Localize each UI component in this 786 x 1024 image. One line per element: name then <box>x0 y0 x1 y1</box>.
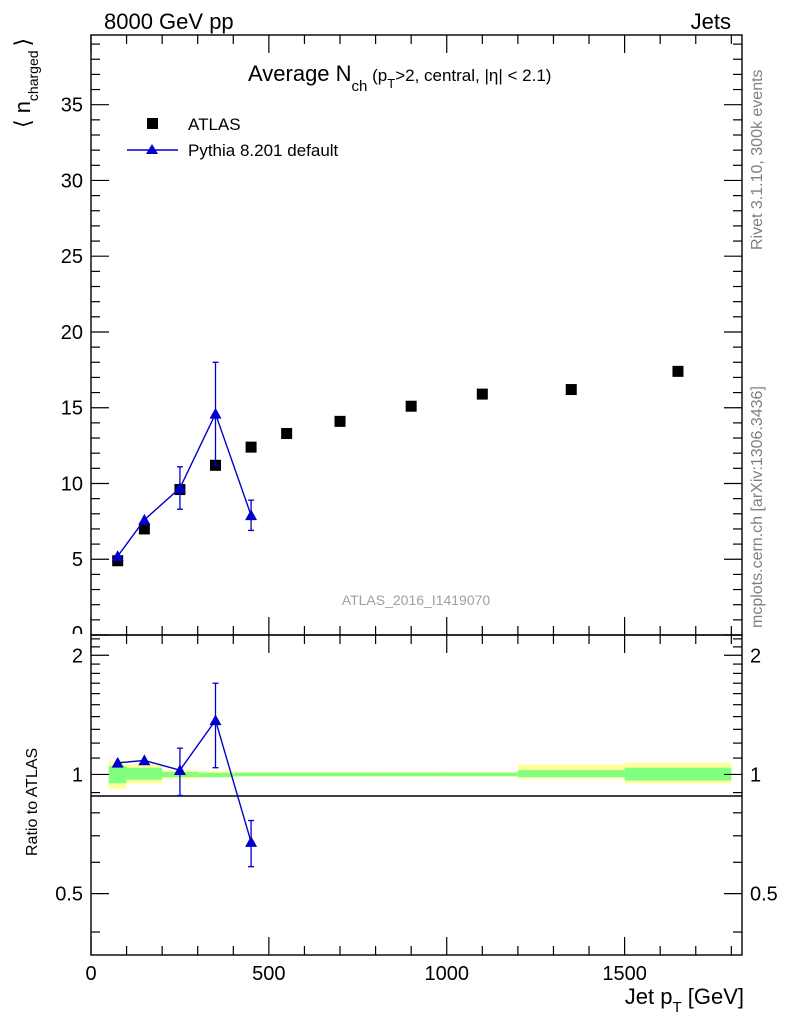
ratio-band-inner <box>268 772 305 777</box>
ratio-band-inner <box>108 766 127 784</box>
ratio-band-inner <box>375 772 447 777</box>
header-right: Jets <box>691 9 731 34</box>
title-sub-t: T <box>387 76 395 91</box>
title-sub-ch: ch <box>352 78 368 95</box>
atlas-point <box>281 427 293 439</box>
x-label-sub: T <box>672 999 681 1016</box>
ratio-y-tick-label: 1 <box>72 764 83 786</box>
x-tick-label: 1500 <box>602 963 647 985</box>
y-tick-label: 10 <box>61 473 83 495</box>
y-axis-label: ⟨ ncharged ⟩ <box>10 38 41 128</box>
ratio-pythia-point <box>209 714 222 726</box>
atlas-point <box>565 384 577 396</box>
ratio-band-inner <box>517 770 625 778</box>
ratio-pythia-point <box>138 754 151 766</box>
y-tick-label: 30 <box>61 170 83 192</box>
side-label-rivet: Rivet 3.1.10, 300k events <box>749 69 766 250</box>
header-left: 8000 GeV pp <box>104 9 234 34</box>
ratio-pythia-series <box>111 682 258 868</box>
x-tick-label: 0 <box>85 963 96 985</box>
ratio-pythia-point <box>245 836 258 847</box>
plot-title: Average Nch (pT>2, central, |η| < 2.1) <box>248 61 551 95</box>
title-detail-open: (p <box>367 66 387 85</box>
ratio-band-inner <box>446 772 518 777</box>
legend-atlas-marker <box>147 118 158 129</box>
analysis-watermark: ATLAS_2016_I1419070 <box>342 592 491 608</box>
y-label-sub: charged <box>25 50 41 101</box>
pythia-point <box>245 509 258 521</box>
legend-pythia-label: Pythia 8.201 default <box>188 141 339 160</box>
pythia-point <box>111 550 124 562</box>
pythia-point <box>209 407 222 419</box>
side-label-mcplots: mcplots.cern.ch [arXiv:1306.3436] <box>749 386 766 628</box>
legend: ATLAS Pythia 8.201 default <box>127 115 339 160</box>
atlas-point <box>476 388 488 400</box>
pythia-series <box>111 361 258 562</box>
ratio-band-inner <box>126 767 163 780</box>
legend-pythia-marker <box>146 144 158 154</box>
ratio-axis-ticks: 0.5 0.5 1 1 2 2 0 500 1000 1500 <box>55 635 778 985</box>
y-tick-label-zero: 0 <box>72 623 83 645</box>
ratio-band-inner <box>304 772 376 777</box>
atlas-point <box>138 523 150 535</box>
y-tick-label: 5 <box>72 549 83 571</box>
ratio-band-inner <box>624 767 732 781</box>
ratio-y-tick-label: 2 <box>72 645 83 667</box>
ratio-y-tick-label-right: 2 <box>750 645 761 667</box>
pythia-point <box>173 482 186 493</box>
x-label-main: Jet p <box>625 984 673 1009</box>
atlas-point <box>334 415 346 427</box>
x-label-unit: [GeV] <box>682 984 744 1009</box>
title-detail-close: >2, central, |η| < 2.1) <box>395 66 551 85</box>
ratio-plot-frame <box>90 634 743 956</box>
ratio-y-tick-label: 0.5 <box>55 884 83 906</box>
y-tick-label: 35 <box>61 95 83 117</box>
title-main: Average N <box>248 61 352 86</box>
pythia-point <box>138 513 151 525</box>
x-tick-label: 1000 <box>424 963 469 985</box>
atlas-point <box>672 365 684 377</box>
ratio-y-tick-label-right: 1 <box>750 764 761 786</box>
ratio-band-inner <box>233 772 269 777</box>
atlas-point <box>405 400 417 412</box>
y-tick-label: 20 <box>61 322 83 344</box>
ratio-pythia-point <box>111 756 124 768</box>
atlas-data-points <box>112 365 684 567</box>
ratio-band-inner <box>197 772 234 778</box>
main-axis-ticks: 5 10 15 20 25 30 35 0 <box>61 35 742 645</box>
x-axis-label: Jet pT [GeV] <box>625 984 744 1016</box>
y-tick-label: 15 <box>61 398 83 420</box>
ratio-error-bands <box>108 761 732 789</box>
y-tick-label: 25 <box>61 246 83 268</box>
ratio-y-tick-label-right: 0.5 <box>750 884 778 906</box>
atlas-point <box>245 441 257 453</box>
y-label-open: ⟨ n <box>10 101 35 128</box>
y-label-close: ⟩ <box>10 38 35 47</box>
legend-atlas-label: ATLAS <box>188 115 241 134</box>
x-tick-label: 500 <box>252 963 285 985</box>
ratio-y-axis-label: Ratio to ATLAS <box>24 748 41 856</box>
ratio-pythia-point <box>173 764 186 776</box>
